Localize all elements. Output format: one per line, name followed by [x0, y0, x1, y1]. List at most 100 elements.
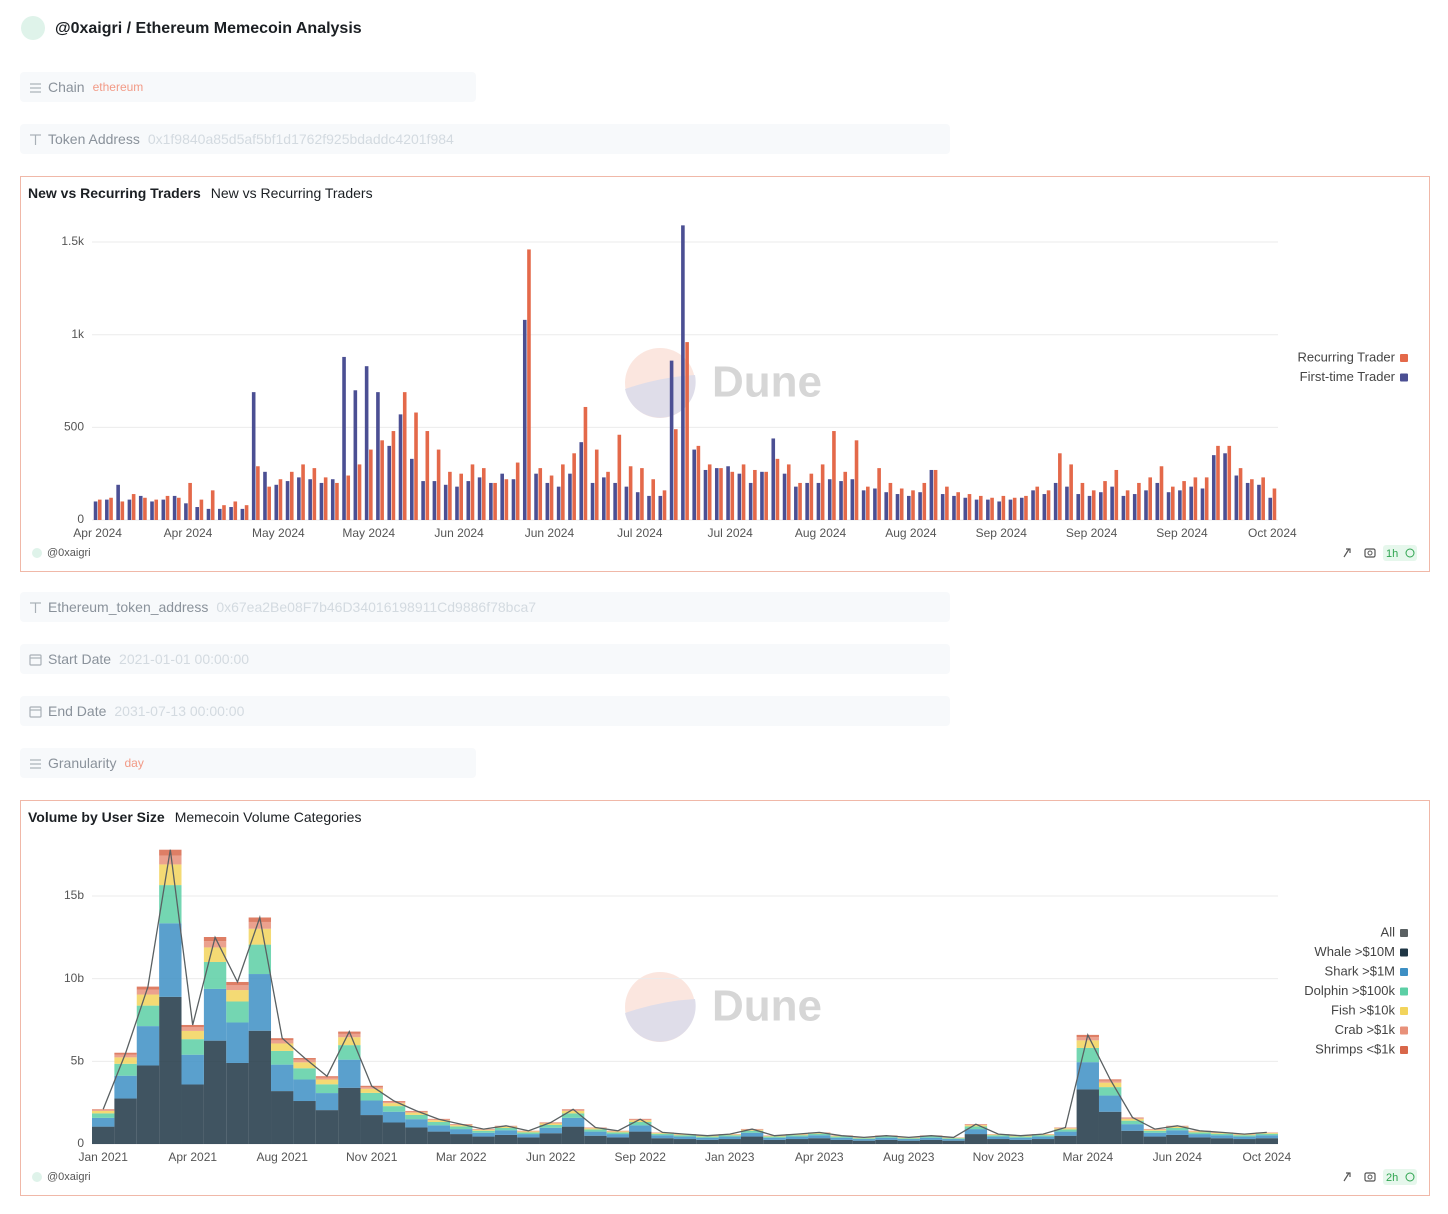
legend-swatch[interactable]	[1400, 929, 1408, 937]
legend-label[interactable]: First-time Trader	[1300, 369, 1396, 384]
bar	[1001, 495, 1006, 520]
bar-segment	[1054, 1135, 1077, 1144]
refresh-icon[interactable]	[1343, 1172, 1351, 1182]
legend-label[interactable]: Whale >$10M	[1314, 944, 1395, 959]
filter-box[interactable]	[20, 124, 950, 154]
bar-segment	[718, 1134, 741, 1136]
camera-icon[interactable]	[1364, 548, 1376, 558]
freshness: 2h	[1386, 1172, 1398, 1184]
bar-segment	[830, 1136, 853, 1138]
bar-segment	[338, 1033, 361, 1038]
filter[interactable]: Start Date 2021-01-01 00:00:00	[20, 644, 950, 674]
bar	[1008, 499, 1013, 520]
filter-box[interactable]	[20, 592, 950, 622]
author[interactable]: @0xaigri	[47, 547, 91, 559]
bar-segment	[427, 1120, 451, 1123]
legend-swatch[interactable]	[1400, 1026, 1408, 1035]
bar-segment	[561, 1126, 585, 1144]
bar-segment	[360, 1092, 383, 1101]
bar	[105, 499, 109, 520]
bar	[866, 486, 870, 520]
filter-text: Start Date 2021-01-01 00:00:00	[48, 651, 249, 667]
bar-segment	[785, 1139, 809, 1144]
bar-segment	[987, 1134, 1010, 1136]
bar-segment	[517, 1134, 540, 1138]
bar-segment	[830, 1137, 853, 1140]
legend-label[interactable]: Shark >$1M	[1325, 963, 1395, 978]
author[interactable]: @0xaigri	[47, 1171, 91, 1183]
bar	[1178, 490, 1182, 520]
legend-label[interactable]: Fish >$10k	[1331, 1002, 1395, 1017]
bar	[606, 471, 610, 520]
bar-segment	[114, 1063, 137, 1076]
filter-value: 2021-01-01 00:00:00	[119, 651, 249, 667]
bar-segment	[606, 1137, 630, 1144]
y-tick-label: 0	[77, 512, 84, 526]
bar	[674, 429, 678, 520]
bar-segment	[785, 1134, 809, 1136]
legend-label[interactable]: Crab >$1k	[1335, 1022, 1396, 1037]
filter-box[interactable]	[20, 696, 950, 726]
legend-swatch[interactable]	[1400, 1046, 1408, 1054]
bar	[1076, 494, 1081, 520]
legend-label[interactable]: Dolphin >$100k	[1304, 983, 1395, 998]
bar	[613, 482, 617, 520]
bar-segment	[852, 1140, 876, 1144]
bar	[843, 471, 848, 520]
bar-segment	[92, 1110, 115, 1114]
bar	[974, 499, 979, 520]
bar	[448, 471, 452, 520]
legend-label[interactable]: Recurring Trader	[1297, 349, 1395, 364]
bar-segment	[450, 1129, 473, 1135]
legend-label[interactable]: All	[1381, 924, 1396, 939]
bar-segment	[181, 1054, 204, 1085]
bar	[323, 477, 328, 520]
legend-swatch[interactable]	[1400, 373, 1408, 382]
bar	[940, 494, 945, 520]
camera-icon[interactable]	[1364, 1172, 1376, 1182]
legend-swatch[interactable]	[1400, 987, 1408, 996]
bar	[775, 458, 780, 520]
filter-label: End Date	[48, 703, 107, 719]
bar	[534, 473, 538, 520]
bar	[177, 497, 181, 520]
legend-swatch[interactable]	[1400, 354, 1408, 362]
filter[interactable]: Ethereum_token_address 0x67ea2Be08F7b46D3…	[20, 592, 950, 622]
bar	[1058, 453, 1062, 520]
bar-segment	[1054, 1131, 1077, 1136]
bar-segment	[1031, 1135, 1055, 1137]
bar-segment	[92, 1109, 115, 1110]
bar	[116, 484, 120, 520]
bar	[527, 249, 531, 520]
bar-segment	[1166, 1134, 1189, 1144]
legend-swatch[interactable]	[1400, 948, 1408, 957]
filter[interactable]: Granularity day	[20, 748, 476, 778]
bar-segment	[226, 1001, 249, 1023]
filter-box[interactable]	[20, 72, 476, 102]
bar	[1132, 494, 1137, 520]
author-avatar	[32, 1172, 42, 1182]
bar-segment	[1098, 1082, 1122, 1088]
bar-segment	[1210, 1132, 1234, 1134]
bar-segment	[226, 985, 249, 991]
legend-label[interactable]: Shrimps <$1k	[1315, 1041, 1395, 1056]
legend-swatch[interactable]	[1400, 968, 1408, 976]
legend-swatch[interactable]	[1400, 1007, 1408, 1015]
freshness-check	[1405, 1172, 1415, 1182]
bar-segment	[852, 1138, 876, 1140]
bar-segment	[136, 1065, 160, 1144]
filter[interactable]: End Date 2031-07-13 00:00:00	[20, 696, 950, 726]
bar	[967, 494, 972, 520]
refresh-icon[interactable]	[1343, 548, 1351, 558]
filter-box[interactable]	[20, 748, 476, 778]
bar-segment	[382, 1101, 406, 1104]
bar-segment	[1054, 1129, 1077, 1132]
filter[interactable]: Chain ethereum	[20, 72, 476, 102]
filter[interactable]: Token Address 0x1f9840a85d5af5bf1d1762f92…	[20, 124, 950, 154]
chart-subtitle: Memecoin Volume Categories	[175, 809, 362, 825]
bar	[873, 488, 877, 520]
bar-segment	[1121, 1118, 1144, 1121]
filter-box[interactable]	[20, 644, 950, 674]
bar	[436, 449, 441, 520]
bar-segment	[1255, 1132, 1278, 1134]
